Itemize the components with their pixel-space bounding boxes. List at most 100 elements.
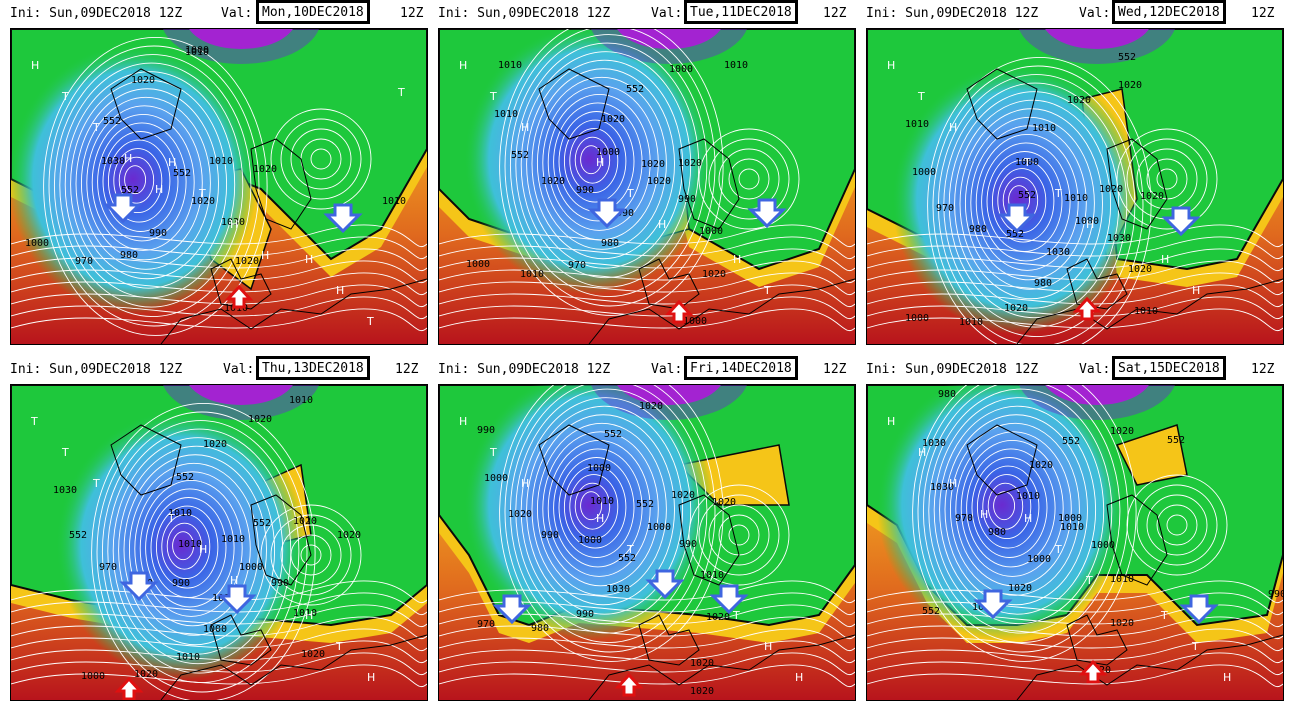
blue-down-arrow (323, 203, 363, 234)
contour-label: 990 (616, 208, 634, 219)
high-marker: H (596, 156, 604, 169)
contour-label: 1000 (578, 535, 602, 546)
europe-coast (250, 138, 312, 230)
panel-header: Ini: Sun,09DEC2018 12Z Val: Sat,15DEC201… (866, 356, 1284, 382)
greenland-coast (538, 424, 610, 496)
iberia-coast (638, 258, 700, 310)
high-marker: H (521, 477, 529, 490)
red-up-arrow (224, 284, 254, 309)
coastlines (538, 424, 855, 700)
contour-label: 1010 (176, 652, 200, 663)
red-up-arrow (1078, 659, 1108, 684)
contour-label: 1010 (289, 395, 313, 406)
isobar (11, 604, 427, 628)
contour-label: 980 (988, 527, 1006, 538)
iberia-coast (638, 614, 700, 666)
contour-label: 1000 (1058, 513, 1082, 524)
iberia-coast (210, 258, 272, 310)
contour-label: 1020 (131, 75, 155, 86)
high-marker: H (596, 512, 604, 525)
low-marker: T (626, 187, 634, 200)
high-marker: H (459, 59, 467, 72)
isobar (439, 284, 855, 308)
isobar (11, 272, 427, 296)
arrows (114, 571, 257, 700)
high-marker: H (367, 671, 375, 684)
greenland-coast (966, 68, 1038, 140)
isobar (11, 580, 427, 604)
contour-label: 1000 (484, 473, 508, 484)
low-marker: T (167, 512, 175, 525)
contour-label: 980 (120, 250, 138, 261)
greenland-coast (110, 424, 182, 496)
contour-label: 1020 (639, 401, 663, 412)
isobar (113, 148, 163, 214)
isobar (118, 445, 276, 655)
isobar (1116, 128, 1218, 230)
isobar (97, 122, 187, 242)
isobar (280, 524, 342, 586)
contour-label: 1010 (494, 109, 518, 120)
isobar (172, 531, 195, 561)
valid-label: Val: (1079, 362, 1111, 377)
coastlines (110, 424, 427, 700)
high-marker: H (230, 574, 238, 587)
upper-low (464, 385, 714, 640)
contour-label: 1020 (601, 114, 625, 125)
valid-hour: 12Z (1251, 6, 1275, 21)
valid-label: Val: (651, 362, 683, 377)
high-marker: H (949, 477, 957, 490)
contour-label: 1020 (1099, 184, 1123, 195)
isobar (536, 76, 667, 250)
low-marker: T (763, 284, 771, 297)
isobar (960, 439, 1064, 577)
isobar (11, 224, 427, 248)
isobar (439, 616, 855, 640)
isobar (867, 224, 1283, 248)
contour-label: 1020 (641, 159, 665, 170)
contour-label: 1010 (700, 570, 724, 581)
contour-label: 1020 (1004, 303, 1028, 314)
isobar (943, 82, 1128, 328)
isobar (922, 385, 1121, 643)
isobar (574, 482, 611, 530)
polar-vortex-edge (591, 385, 747, 420)
blue-down-arrow (747, 198, 787, 229)
contour-labels: 1020103010201010101099098097010001010552… (25, 45, 406, 314)
contour-label: 1010 (959, 317, 983, 328)
isobar (708, 138, 790, 220)
isobar (439, 640, 855, 664)
isobar (738, 168, 760, 190)
isobar (439, 260, 855, 284)
low-marker: T (198, 187, 206, 200)
valid-hour: 12Z (395, 362, 419, 377)
isobar (145, 488, 235, 608)
isobar (439, 628, 855, 652)
blue-down-arrow (492, 594, 532, 625)
isobar (80, 96, 211, 270)
contour-label: 1000 (185, 45, 209, 56)
contour-label: 1020 (712, 497, 736, 508)
isobar (499, 29, 724, 316)
valid-date: Mon,10DEC2018 (256, 0, 370, 24)
high-marker: H (1223, 671, 1231, 684)
isobar (932, 65, 1144, 344)
isobar (867, 616, 1283, 640)
isobar (96, 411, 308, 693)
contour-label: 552 (1118, 52, 1136, 63)
coastlines (110, 68, 427, 344)
contour-label: 1010 (590, 496, 614, 507)
isobar (1156, 504, 1198, 546)
isobar (290, 128, 352, 190)
contour-label: 552 (604, 429, 622, 440)
blue-down-arrow (1161, 206, 1201, 237)
blue-down-arrow (217, 584, 257, 615)
polar-vortex (1045, 385, 1149, 405)
isobar (134, 471, 251, 627)
isobar (139, 479, 243, 617)
map-panel-2: Ini: Sun,09DEC2018 12Z Val: Tue,11DEC201… (438, 0, 856, 345)
europe-coast (678, 138, 740, 230)
isobar (975, 133, 1079, 271)
contour-label: 1000 (466, 259, 490, 270)
isobar (542, 431, 659, 587)
